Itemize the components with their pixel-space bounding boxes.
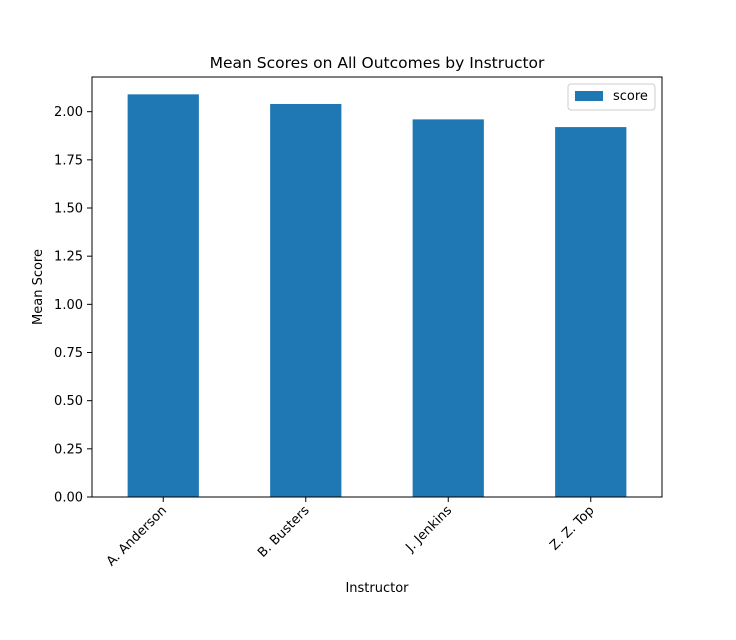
y-tick-label-8: 2.00 <box>54 105 83 120</box>
legend-box <box>567 83 656 111</box>
chart-title: Mean Scores on All Outcomes by Instructo… <box>210 54 545 72</box>
y-tick-label-6: 1.50 <box>54 202 83 217</box>
legend: score <box>567 83 656 111</box>
x-axis-label: Instructor <box>345 581 409 596</box>
bar-0 <box>127 94 199 497</box>
bar-2 <box>412 119 484 498</box>
y-tick-label-7: 1.75 <box>54 153 83 168</box>
bar-3 <box>555 127 627 498</box>
y-tick-label-1: 0.25 <box>54 442 83 457</box>
y-axis: 0.00 0.25 0.50 0.75 1.00 1.25 1.50 1.75 2.00 <box>54 105 92 506</box>
plot-area-frame <box>91 76 663 498</box>
y-tick-label-2: 0.50 <box>54 394 83 409</box>
legend-label-score: score <box>613 89 648 104</box>
legend-swatch-score <box>575 91 603 101</box>
y-tick-label-5: 1.25 <box>54 250 83 265</box>
y-tick-label-0: 0.00 <box>54 491 83 506</box>
y-tick-label-4: 1.00 <box>54 298 83 313</box>
y-axis-label: Mean Score <box>31 249 46 325</box>
bars-group <box>127 94 627 498</box>
y-tick-label-3: 0.75 <box>54 346 83 361</box>
bar-1 <box>270 103 342 498</box>
